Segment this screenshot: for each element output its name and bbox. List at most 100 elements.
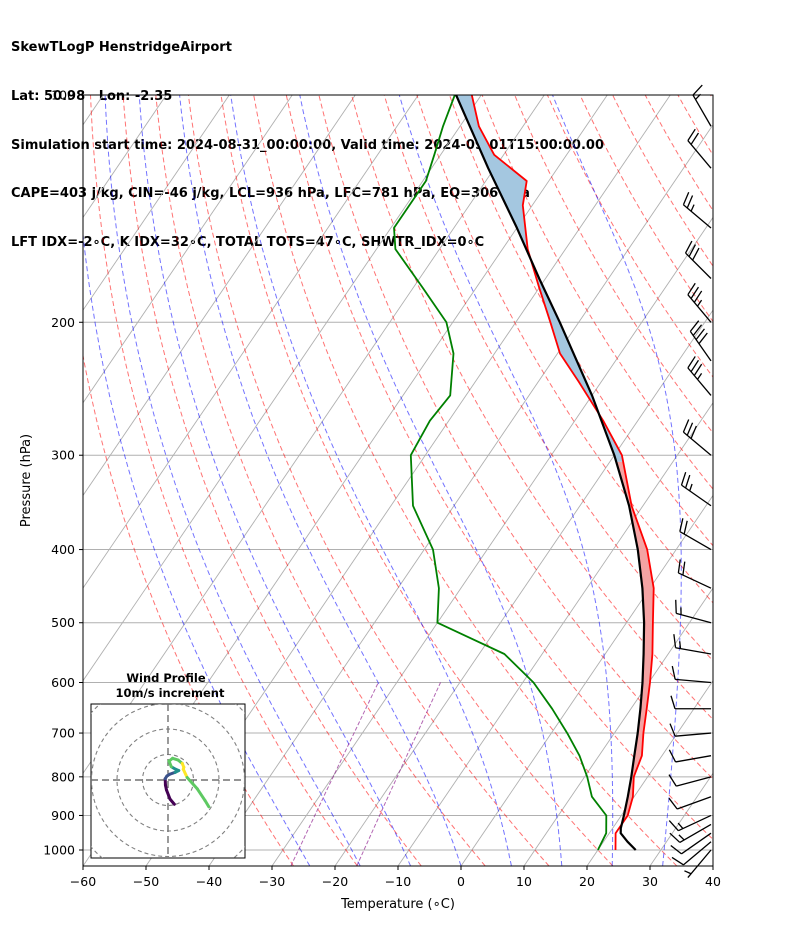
- y-tick-label: 600: [51, 675, 75, 690]
- y-axis-label: Pressure (hPa): [19, 434, 34, 527]
- barb-full: [689, 320, 700, 332]
- y-tick-label: 900: [51, 808, 75, 823]
- cin-area: [616, 461, 654, 769]
- barb-full: [690, 286, 700, 299]
- wind-barb: [671, 665, 712, 684]
- barb-staff: [675, 647, 712, 655]
- moist-adiabat: [398, 95, 614, 866]
- mixing-ratio-line: [290, 682, 379, 866]
- hodograph-segment: [195, 787, 207, 802]
- y-tick-label: 700: [51, 726, 75, 741]
- dewpoint-line: [393, 95, 608, 851]
- barb-staff: [679, 530, 712, 551]
- dry-adiabat: [612, 95, 713, 268]
- dry-adiabat: [514, 95, 713, 434]
- wind-barbs: [668, 84, 712, 878]
- barb-full: [686, 422, 694, 436]
- barb-full: [670, 844, 682, 855]
- isotherm: [271, 216, 713, 866]
- barb-staff: [678, 814, 712, 832]
- dry-adiabat: [253, 95, 678, 866]
- isotherm: [83, 95, 356, 497]
- wind-barb: [684, 849, 712, 878]
- wind-barb: [670, 695, 711, 710]
- barb-full: [668, 749, 677, 763]
- y-tick-label: 200: [51, 315, 75, 330]
- dry-adiabat: [743, 95, 794, 866]
- wind-barb: [668, 796, 712, 810]
- y-tick-label: 1000: [43, 843, 75, 858]
- barb-full: [682, 192, 690, 206]
- barb-full: [668, 797, 678, 810]
- barb-half: [678, 834, 685, 841]
- moist-adiabat: [138, 95, 412, 866]
- barb-full: [677, 559, 681, 574]
- wind-barb: [668, 749, 712, 763]
- wind-barb: [687, 356, 712, 396]
- barb-half: [689, 483, 693, 492]
- x-tick-label: 20: [579, 874, 595, 889]
- hodograph-segment: [164, 788, 172, 801]
- barb-staff: [678, 572, 712, 589]
- barb-full: [682, 561, 686, 576]
- isotherm: [334, 309, 713, 866]
- barb-full: [668, 774, 677, 787]
- moist-adiabat: [179, 95, 462, 866]
- barb-staff: [675, 755, 712, 763]
- x-tick-label: −40: [196, 874, 222, 889]
- barb-half: [684, 870, 692, 875]
- barb-half: [690, 204, 695, 212]
- hodograph-segment: [181, 767, 189, 779]
- temperature-line: [470, 95, 655, 851]
- wind-barb: [669, 823, 712, 844]
- barb-half: [696, 372, 703, 380]
- y-tick-label: 100: [51, 88, 75, 103]
- barb-full: [670, 695, 676, 709]
- barb-staff: [687, 294, 712, 323]
- barb-full: [673, 634, 677, 648]
- barb-staff: [692, 94, 712, 127]
- wind-barb: [670, 832, 712, 855]
- barb-full: [692, 247, 700, 261]
- wind-barb: [684, 240, 712, 279]
- barb-staff: [681, 484, 712, 507]
- x-tick-label: 10: [516, 874, 532, 889]
- wind-barb: [668, 814, 712, 832]
- barb-full: [693, 290, 703, 303]
- dry-adiabat: [83, 353, 294, 866]
- barb-half: [679, 641, 682, 649]
- x-tick-label: −30: [259, 874, 285, 889]
- profiles: [393, 95, 655, 851]
- barb-full: [686, 195, 694, 209]
- barb-full: [680, 471, 687, 486]
- barb-staff: [683, 431, 712, 456]
- isotherm: [397, 401, 713, 866]
- axes: −60 −50 −40 −30 −20 −10 0 10 20 30 40 1000 900 800 700…: [19, 88, 721, 913]
- hodograph-segment: [203, 798, 211, 809]
- isotherm: [208, 124, 713, 866]
- barb-staff: [687, 367, 712, 396]
- hodograph-plot: [91, 704, 245, 858]
- wind-barb: [668, 774, 712, 787]
- barb-full: [692, 324, 703, 336]
- barb-full: [671, 856, 684, 866]
- moist-adiabat: [230, 95, 512, 866]
- y-tick-label: 800: [51, 769, 75, 784]
- dry-adiabat: [122, 95, 422, 866]
- x-tick-label: −60: [70, 874, 96, 889]
- barb-staff: [679, 823, 712, 844]
- dry-adiabat: [416, 95, 713, 604]
- indices-line: LFT IDX=-2∘C, K IDX=32∘C, TOTAL TOTS=47∘…: [11, 234, 485, 250]
- dry-adiabat: [710, 95, 713, 101]
- dry-adiabat: [644, 95, 713, 212]
- barb-staff: [675, 678, 712, 684]
- wind-barb: [673, 634, 712, 655]
- barb-full: [688, 244, 697, 257]
- barb-full: [669, 832, 681, 843]
- wind-barb: [669, 723, 712, 737]
- barb-half: [677, 822, 684, 829]
- moist-adiabat: [299, 95, 563, 866]
- dry-adiabat: [220, 95, 614, 866]
- chart-title: SkewTLogP HenstridgeAirport: [11, 40, 232, 56]
